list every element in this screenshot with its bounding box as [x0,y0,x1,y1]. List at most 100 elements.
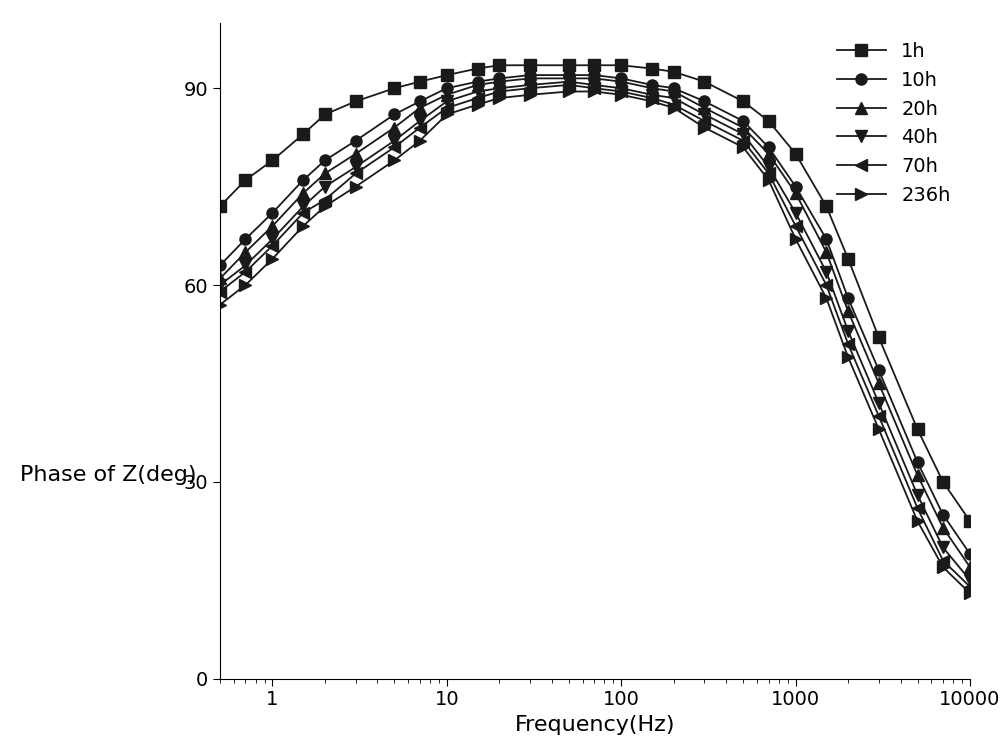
70h [820,280,832,290]
10h [588,71,600,80]
10h [524,71,536,80]
70h [615,87,627,96]
10h [820,234,832,244]
20h [668,87,680,96]
236h [873,425,885,434]
1h [646,64,658,73]
70h [239,268,251,277]
1h [239,176,251,185]
70h [790,222,802,231]
236h [842,353,854,362]
70h [214,287,226,296]
236h [737,143,749,152]
10h [214,261,226,270]
236h [820,293,832,302]
1h [588,61,600,70]
Line: 236h: 236h [214,86,976,599]
236h [214,300,226,309]
20h [820,247,832,256]
20h [297,188,309,198]
40h [239,261,251,270]
70h [964,582,976,591]
40h [873,399,885,408]
70h [441,103,453,112]
1h [615,61,627,70]
40h [563,77,575,86]
10h [493,74,505,83]
236h [266,254,278,263]
70h [297,208,309,217]
70h [763,169,775,178]
Legend: 1h, 10h, 20h, 40h, 70h, 236h: 1h, 10h, 20h, 40h, 70h, 236h [827,32,960,214]
Line: 1h: 1h [214,60,976,527]
20h [698,103,710,112]
10h [297,176,309,185]
40h [266,234,278,244]
20h [524,74,536,83]
20h [763,149,775,158]
236h [937,562,949,572]
70h [350,169,362,178]
20h [563,74,575,83]
40h [524,81,536,90]
70h [937,556,949,565]
70h [266,241,278,250]
70h [493,87,505,96]
1h [790,149,802,158]
10h [737,117,749,126]
10h [388,110,400,119]
10h [472,77,484,86]
40h [763,162,775,171]
20h [646,84,658,93]
10h [350,136,362,146]
236h [668,103,680,112]
20h [737,123,749,132]
1h [472,64,484,73]
10h [646,81,658,90]
1h [763,117,775,126]
236h [414,136,426,146]
70h [588,84,600,93]
40h [319,182,331,192]
1h [873,333,885,342]
40h [297,202,309,211]
10h [763,143,775,152]
Line: 10h: 10h [214,69,976,559]
70h [737,136,749,146]
10h [842,293,854,302]
236h [698,123,710,132]
236h [615,90,627,100]
10h [937,510,949,520]
236h [388,156,400,165]
Text: Phase of Z(deg): Phase of Z(deg) [20,465,196,485]
20h [414,103,426,112]
10h [563,71,575,80]
70h [319,195,331,204]
70h [646,93,658,103]
236h [350,182,362,192]
70h [668,100,680,109]
20h [214,274,226,283]
70h [414,123,426,132]
236h [588,87,600,96]
10h [873,366,885,375]
20h [239,247,251,256]
20h [319,169,331,178]
236h [964,589,976,598]
20h [790,188,802,198]
40h [588,81,600,90]
10h [964,550,976,559]
10h [266,208,278,217]
10h [912,458,924,467]
20h [842,307,854,316]
20h [937,523,949,532]
Line: 70h: 70h [214,79,976,593]
70h [873,412,885,421]
X-axis label: Frequency(Hz): Frequency(Hz) [515,715,675,735]
70h [472,93,484,103]
40h [912,490,924,499]
70h [698,117,710,126]
1h [698,77,710,86]
1h [266,156,278,165]
1h [214,202,226,211]
